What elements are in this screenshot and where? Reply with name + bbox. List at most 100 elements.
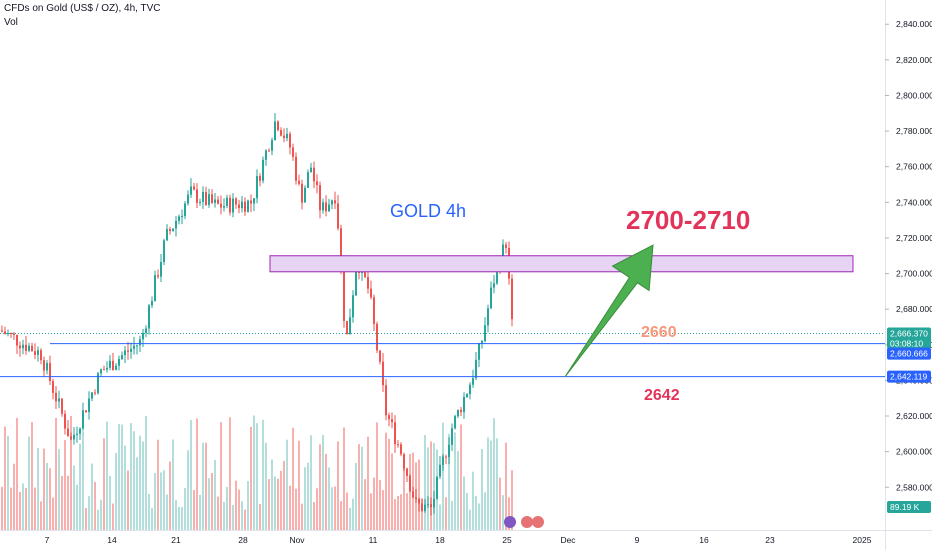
time-axis[interactable]: 7 14 21 28 Nov 11 18 25 Dec 9 16 23 2025 [0, 530, 932, 546]
time-tick-label: 14 [107, 535, 117, 545]
candle-body [133, 345, 135, 349]
candle-body [310, 167, 312, 173]
candle-body [418, 499, 420, 504]
volume-bar [130, 423, 132, 530]
candle-body [109, 360, 111, 368]
candle-body [232, 198, 234, 213]
volume-bar [403, 463, 405, 530]
candle-body [253, 198, 255, 204]
volume-bar [124, 445, 126, 530]
candle-body [118, 358, 120, 366]
candle-body [463, 396, 465, 413]
candle-body [448, 444, 450, 458]
candle-body [238, 204, 240, 209]
time-tick-label: 28 [238, 535, 248, 545]
candle-body [196, 189, 198, 203]
price-tick-label: 2,760.000 [896, 162, 932, 172]
volume-bar [82, 431, 84, 530]
candle-body [304, 187, 306, 203]
volume-bar [379, 480, 381, 530]
candle-body [151, 301, 153, 306]
candle-body [325, 202, 327, 212]
candle-body [454, 416, 456, 429]
volume-bar [343, 427, 345, 530]
candle-body [340, 228, 342, 267]
volume-bar [466, 492, 468, 530]
candle-body [178, 216, 180, 221]
chart-title: CFDs on Gold (US$ / OZ), 4h, TVC [4, 3, 161, 14]
candle-body [88, 398, 90, 413]
candle-body [64, 413, 66, 429]
volume-bar [67, 475, 69, 530]
volume-bar [421, 498, 423, 530]
volume-bar [100, 499, 102, 530]
volume-bar [202, 442, 204, 530]
volume-bar [127, 470, 129, 530]
price-axis-bg [885, 0, 932, 550]
candle-body [52, 380, 54, 393]
volume-bar [103, 438, 105, 530]
candle-body [121, 355, 123, 359]
volume-bar [139, 435, 141, 530]
candle-body [220, 203, 222, 208]
price-tick-label: 2,740.000 [896, 197, 932, 207]
volume-bar [178, 506, 180, 530]
candle-body [277, 121, 279, 131]
candle-body [397, 444, 399, 446]
candle-body [211, 194, 213, 203]
volume-bar [154, 473, 156, 530]
volume-bar [508, 497, 510, 530]
volume-bar [253, 415, 255, 530]
price-tick-label: 2,720.000 [896, 233, 932, 243]
candle-body [142, 332, 144, 340]
volume-bar [190, 420, 192, 530]
volume-label: Vol [4, 17, 18, 28]
candle-body [16, 335, 18, 346]
candle-body [100, 369, 102, 374]
price-axis[interactable]: 2,580.0002,600.0002,620.0002,640.0002,66… [885, 0, 932, 550]
candle-body [382, 361, 384, 386]
candle-body [433, 498, 435, 508]
candle-body [367, 277, 369, 289]
price-tick-label: 2,580.000 [896, 482, 932, 492]
volume-bar [313, 502, 315, 530]
volume-bar [106, 421, 108, 530]
volume-bar [316, 488, 318, 530]
price-tick-label: 2,700.000 [896, 269, 932, 279]
volume-bar [427, 447, 429, 530]
candle-body [421, 503, 423, 511]
volume-bar [226, 486, 228, 530]
candle-body [40, 350, 42, 361]
volume-bar [118, 423, 120, 530]
candle-body [190, 186, 192, 195]
candle-body [94, 392, 96, 394]
volume-bar [406, 493, 408, 530]
candles [1, 113, 513, 516]
time-tick-label: 7 [45, 535, 50, 545]
volume-bar [19, 492, 21, 530]
candle-body [181, 216, 183, 218]
candle-body [475, 359, 477, 379]
volume-bar [472, 471, 474, 530]
volume-bar [112, 503, 114, 530]
volume-bar [40, 501, 42, 530]
candle-body [169, 229, 171, 232]
candle-body [130, 348, 132, 352]
volume-bar [295, 488, 297, 530]
volume-bar [121, 424, 123, 530]
volume-tag-text: 89.19 K [890, 502, 920, 512]
candle-body [82, 410, 84, 429]
candle-body [469, 384, 471, 395]
volume-bar [400, 494, 402, 530]
candle-body [193, 186, 195, 190]
volume-bar [505, 442, 507, 530]
candle-body [115, 365, 117, 370]
candle-body [145, 328, 147, 333]
candle-body [247, 200, 249, 212]
annotation-title: GOLD 4h [390, 201, 466, 221]
volume-bar [334, 486, 336, 530]
volume-bar [445, 497, 447, 530]
candle-body [307, 172, 309, 188]
candle-body [334, 200, 336, 204]
